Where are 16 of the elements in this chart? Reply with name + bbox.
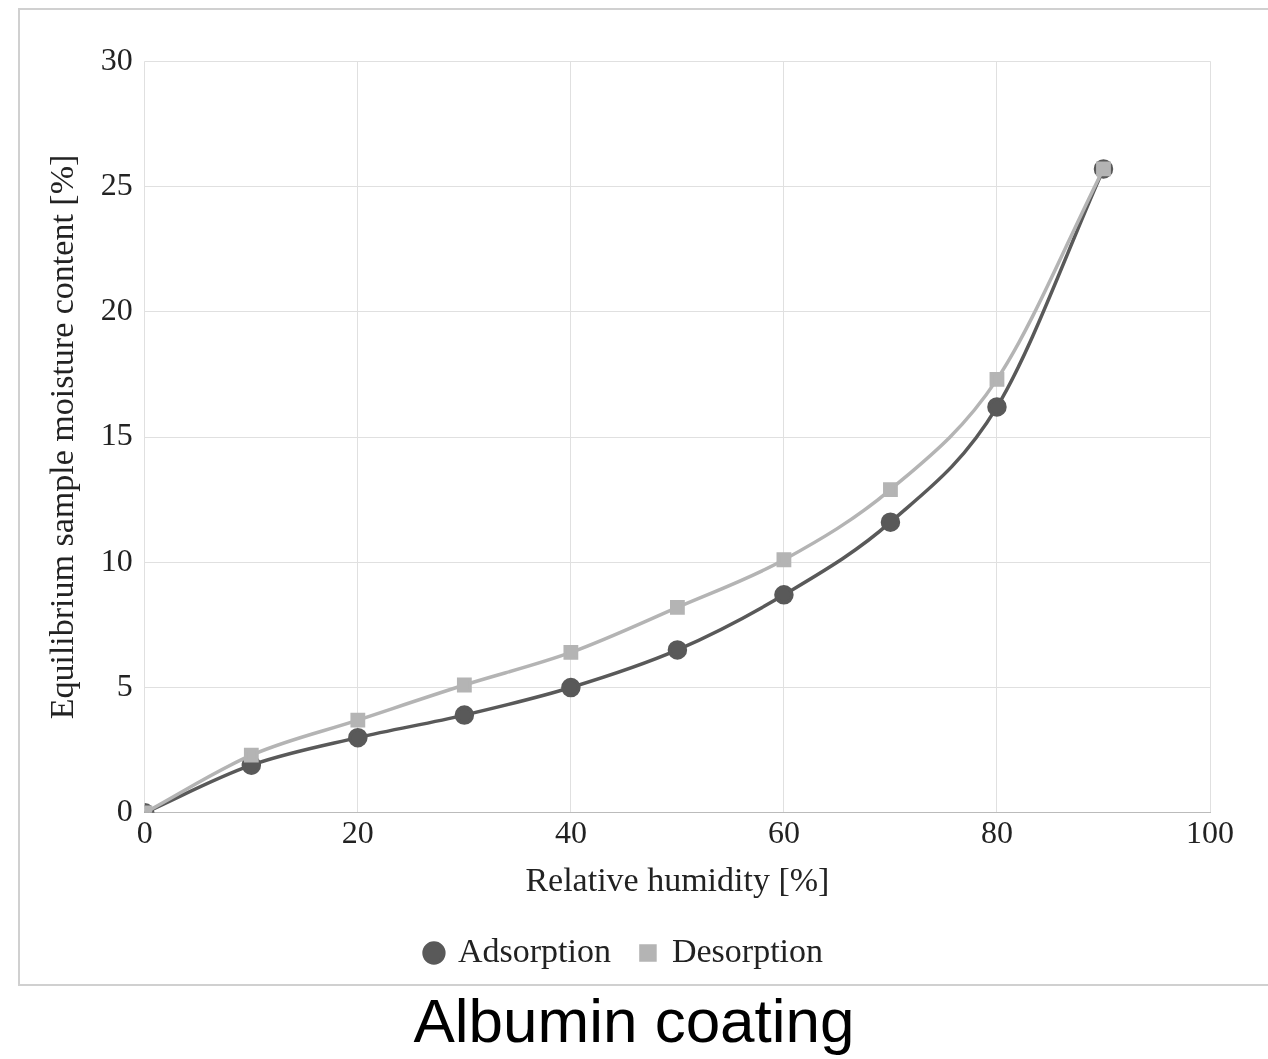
y-tick-label: 25 bbox=[100, 165, 133, 202]
y-tick-label: 10 bbox=[100, 541, 133, 578]
y-tick-label: 30 bbox=[100, 40, 133, 77]
x-tick-label: 100 bbox=[1186, 814, 1234, 851]
x-tick-label: 40 bbox=[554, 814, 587, 851]
x-axis-title: Relative humidity [%] bbox=[525, 860, 830, 898]
x-tick-label: 60 bbox=[767, 814, 800, 851]
y-tick-label: 20 bbox=[100, 291, 133, 328]
legend-label: Adsorption bbox=[457, 931, 611, 969]
y-tick-label: 5 bbox=[116, 666, 133, 703]
y-tick-label: 15 bbox=[100, 416, 133, 453]
text: Albumin coating bbox=[412, 985, 856, 1056]
y-axis-title: Equilibrium sample moisture content [%] bbox=[43, 154, 81, 720]
legend-label: Desorption bbox=[671, 931, 824, 969]
x-tick-label: 80 bbox=[980, 814, 1013, 851]
x-tick-label: 20 bbox=[341, 814, 374, 851]
